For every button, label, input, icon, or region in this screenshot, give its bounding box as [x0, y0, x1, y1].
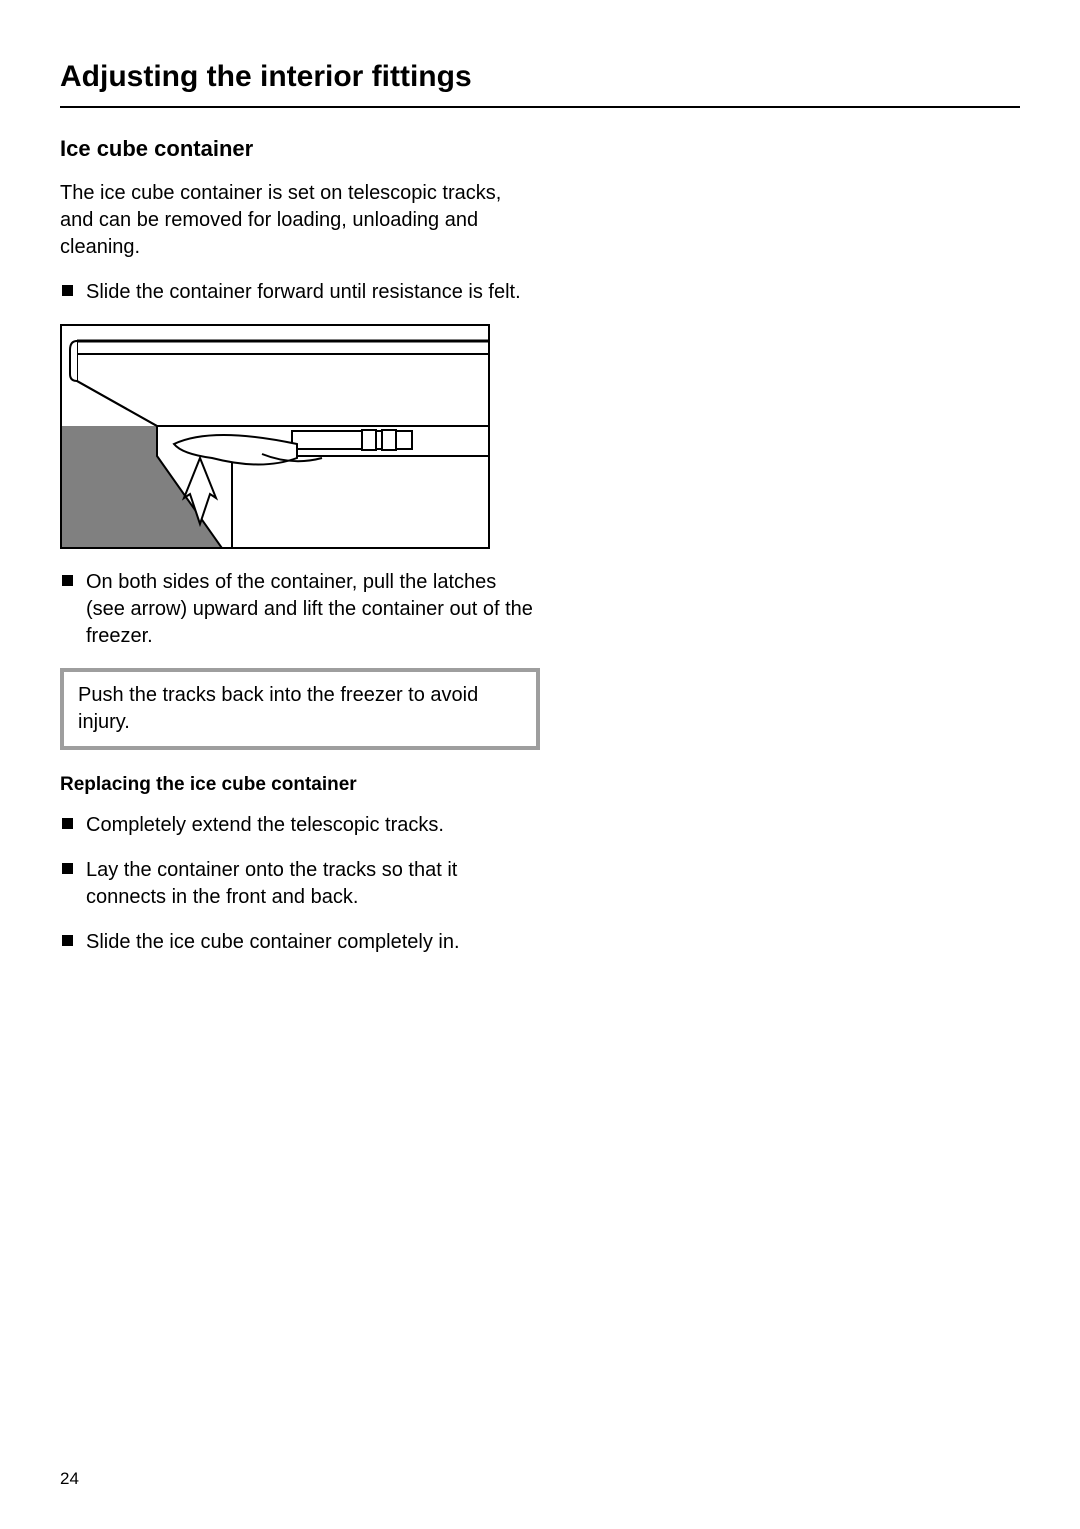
list-item: On both sides of the container, pull the… [60, 569, 540, 650]
step-list-3: Completely extend the telescopic tracks.… [60, 812, 540, 956]
list-item: Completely extend the telescopic tracks. [60, 812, 540, 839]
content-column: Ice cube container The ice cube containe… [60, 136, 540, 956]
list-item: Lay the container onto the tracks so tha… [60, 857, 540, 911]
page-container: Adjusting the interior fittings Ice cube… [0, 0, 1080, 1529]
list-item: Slide the container forward until resist… [60, 279, 540, 306]
page-title: Adjusting the interior fittings [60, 60, 1020, 108]
page-number: 24 [60, 1469, 79, 1489]
sub-heading: Replacing the ice cube container [60, 774, 540, 796]
step-list-1: Slide the container forward until resist… [60, 279, 540, 306]
list-item: Slide the ice cube container completely … [60, 929, 540, 956]
step-list-2: On both sides of the container, pull the… [60, 569, 540, 650]
ice-container-illustration [62, 326, 490, 549]
intro-paragraph: The ice cube container is set on telesco… [60, 180, 540, 261]
section-heading: Ice cube container [60, 136, 540, 162]
ice-container-figure [60, 324, 490, 549]
callout-text: Push the tracks back into the freezer to… [78, 682, 522, 736]
warning-callout: Push the tracks back into the freezer to… [60, 668, 540, 750]
